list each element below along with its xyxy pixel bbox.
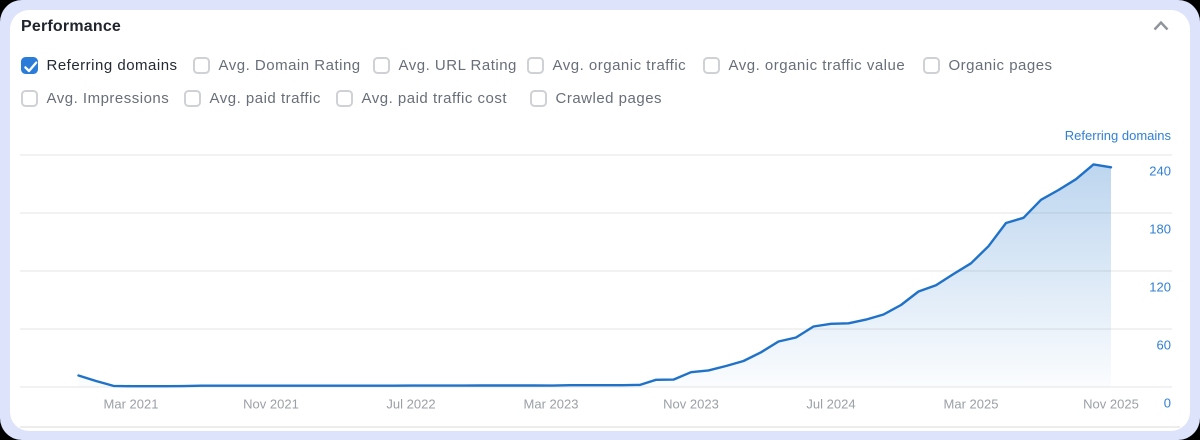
svg-text:120: 120 [1149,280,1171,295]
svg-text:60: 60 [1157,338,1171,353]
svg-text:Jul 2024: Jul 2024 [806,397,855,412]
svg-text:Nov 2023: Nov 2023 [663,397,719,412]
svg-text:Mar 2025: Mar 2025 [944,397,999,412]
svg-text:0: 0 [1164,396,1171,411]
svg-text:Mar 2023: Mar 2023 [524,397,579,412]
svg-text:Nov 2021: Nov 2021 [243,397,299,412]
svg-text:180: 180 [1149,222,1171,237]
svg-text:Mar 2021: Mar 2021 [104,397,159,412]
svg-text:Jul 2022: Jul 2022 [386,397,435,412]
svg-text:Nov 2025: Nov 2025 [1083,397,1139,412]
svg-text:Referring domains: Referring domains [1065,128,1172,143]
svg-text:240: 240 [1149,164,1171,179]
